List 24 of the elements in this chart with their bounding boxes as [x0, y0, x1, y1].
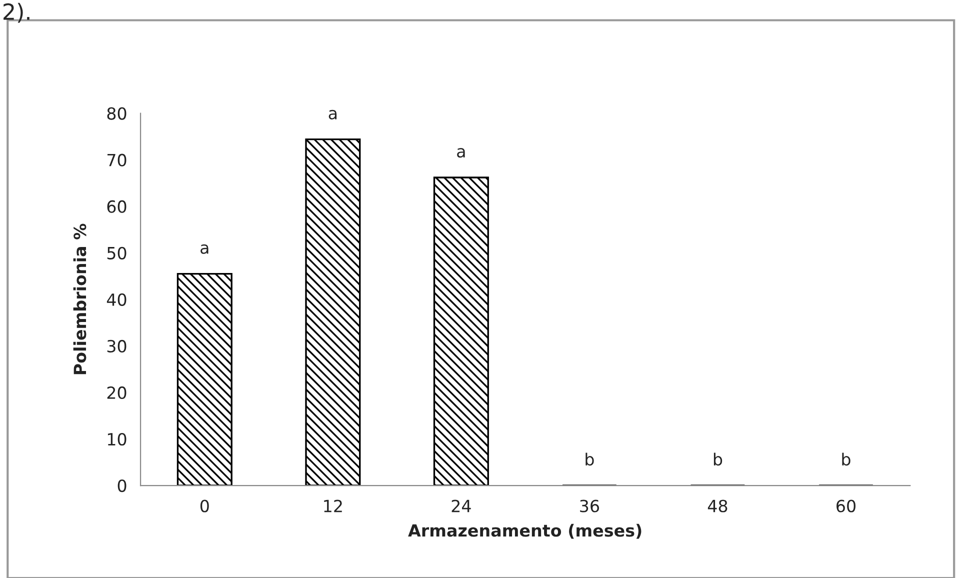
x-tick-label: 12: [324, 500, 342, 512]
y-tick-label: 40: [106, 293, 126, 306]
y-tick-label: 20: [107, 386, 126, 400]
data-label: a: [457, 148, 465, 158]
data-label: b: [586, 452, 594, 466]
x-tick-label: 24: [452, 500, 471, 512]
y-tick-label: 50: [107, 246, 126, 260]
y-tick-label: 30: [107, 340, 126, 352]
y-tick-label: 80: [107, 107, 126, 120]
x-tick-label: 0: [200, 500, 209, 512]
y-tick-label: 60: [107, 200, 126, 213]
data-label: a: [328, 110, 337, 120]
data-label: b: [714, 452, 722, 466]
x-tick-label: 36: [580, 500, 600, 512]
text: 2).: [4, 2, 30, 23]
x-tick-label: 60: [836, 500, 856, 512]
y-tick-label: 10: [108, 432, 126, 446]
data-label: b: [842, 452, 850, 466]
x-tick-label: 48: [708, 500, 728, 512]
data-label: a: [200, 244, 208, 254]
x-axis-title: Armazenamento (meses): [408, 524, 642, 539]
y-axis-title: Poliembrionia %: [73, 224, 86, 374]
y-tick-label: 0: [118, 479, 126, 492]
y-tick-label: 70: [107, 154, 126, 166]
